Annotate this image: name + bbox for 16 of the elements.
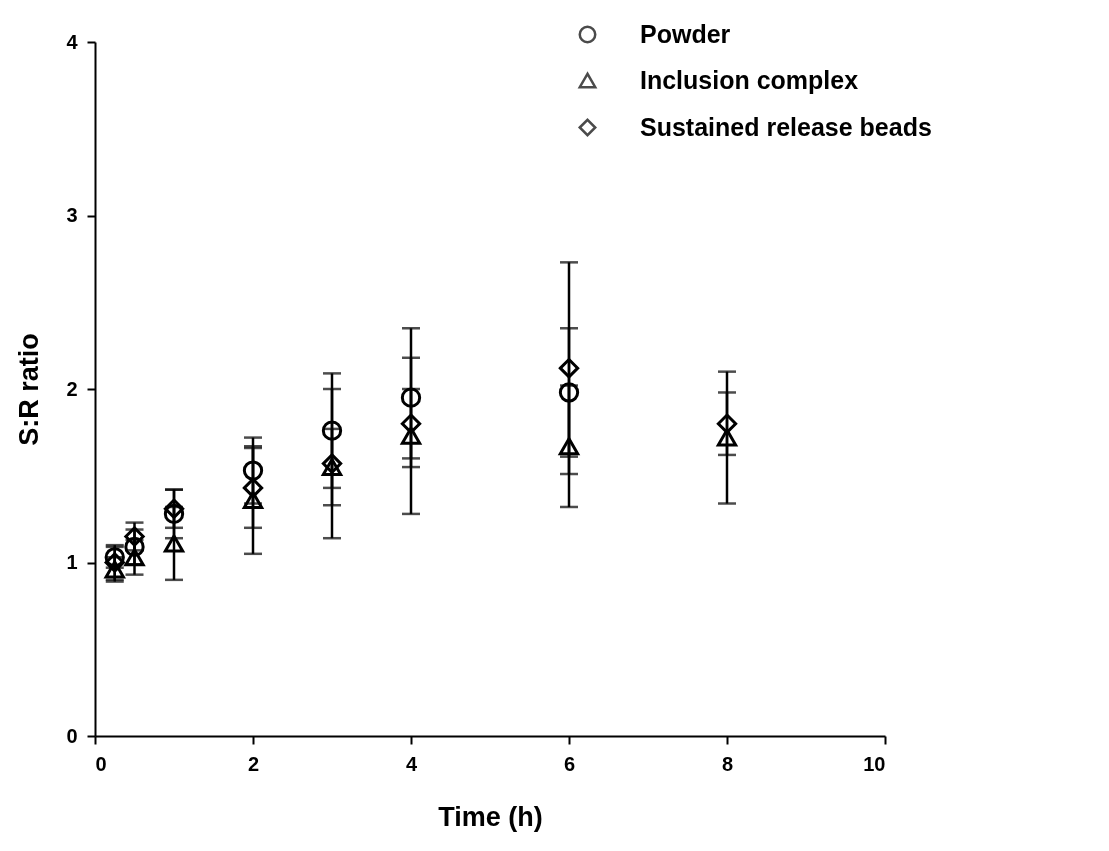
- x-tick-label: 0: [95, 752, 107, 775]
- x-tick-label: 2: [247, 752, 260, 775]
- y-tick-label: 2: [66, 377, 78, 400]
- x-axis-title: Time (h): [438, 801, 543, 832]
- y-tick-label: 3: [66, 204, 78, 226]
- legend-label: Sustained release beads: [640, 112, 932, 141]
- y-axis-title: S:R ratio: [14, 333, 45, 446]
- y-tick-label: 0: [66, 724, 78, 747]
- y-tick-label: 4: [66, 30, 79, 53]
- legend-label: Inclusion complex: [640, 65, 859, 94]
- x-tick-label: 8: [721, 752, 734, 775]
- y-tick-label: 1: [66, 551, 78, 573]
- x-tick-label: 4: [405, 752, 418, 775]
- x-tick-label: 10: [863, 752, 886, 775]
- x-tick-label: 6: [563, 752, 576, 775]
- legend-label: Powder: [640, 19, 731, 48]
